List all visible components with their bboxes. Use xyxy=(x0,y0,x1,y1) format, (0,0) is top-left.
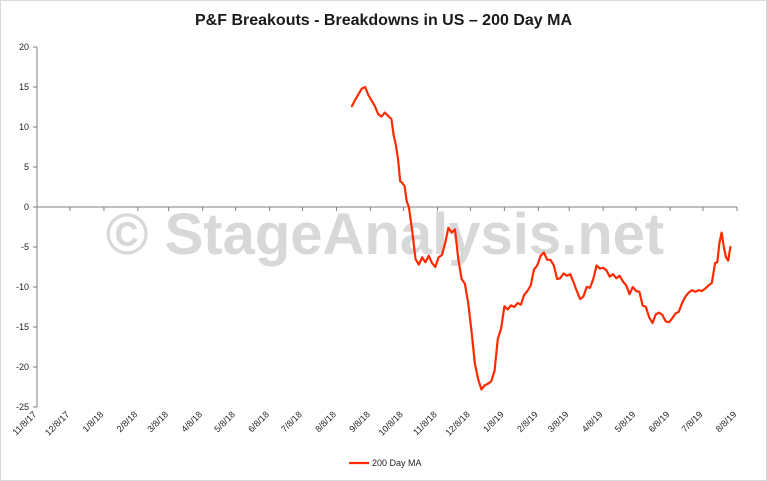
x-tick-label: 5/8/19 xyxy=(613,409,638,434)
x-tick-label: 1/8/19 xyxy=(481,409,506,434)
series-layer xyxy=(350,85,732,391)
x-tick-label: 7/8/18 xyxy=(279,409,304,434)
x-tick-label: 8/8/18 xyxy=(313,409,338,434)
y-tick-label: 0 xyxy=(24,202,29,212)
watermark-text: © StageAnalysis.net xyxy=(106,202,664,267)
x-tick-label: 8/8/19 xyxy=(714,409,739,434)
legend-label: 200 Day MA xyxy=(372,458,422,468)
x-tick-label: 7/8/19 xyxy=(680,409,705,434)
series-line-200-day-ma xyxy=(350,85,732,391)
x-tick-label: 11/8/17 xyxy=(11,409,39,437)
x-tick-label: 12/8/17 xyxy=(43,409,71,437)
x-tick-label: 12/8/18 xyxy=(443,409,471,437)
x-tick-label: 4/8/19 xyxy=(580,409,605,434)
x-tick-label: 1/8/18 xyxy=(81,409,106,434)
y-tick-label: -15 xyxy=(16,322,29,332)
chart-title: P&F Breakouts - Breakdowns in US – 200 D… xyxy=(195,12,572,29)
x-tick-label: 9/8/18 xyxy=(347,409,372,434)
x-tick-label: 2/8/19 xyxy=(515,409,540,434)
y-tick-label: -5 xyxy=(21,242,29,252)
x-tick-label: 4/8/18 xyxy=(179,409,204,434)
y-axis-ticks: 20 15 10 5 0 -5 -10 -15 -20 -25 xyxy=(16,42,37,412)
y-tick-label: -25 xyxy=(16,402,29,412)
x-tick-label: 3/8/18 xyxy=(145,409,170,434)
y-tick-label: 20 xyxy=(19,42,29,52)
x-tick-label: 6/8/19 xyxy=(647,409,672,434)
x-tick-label: 3/8/19 xyxy=(546,409,571,434)
y-tick-label: -10 xyxy=(16,282,29,292)
x-tick-label: 2/8/18 xyxy=(115,409,140,434)
x-tick-label: 11/8/18 xyxy=(411,409,439,437)
x-tick-label: 10/8/18 xyxy=(377,409,405,437)
x-tick-label: 6/8/18 xyxy=(246,409,271,434)
y-tick-label: -20 xyxy=(16,362,29,372)
y-tick-label: 5 xyxy=(24,162,29,172)
legend: 200 Day MA xyxy=(349,458,422,468)
axes xyxy=(36,47,737,407)
y-tick-label: 10 xyxy=(19,122,29,132)
y-tick-label: 15 xyxy=(19,82,29,92)
x-tick-label: 5/8/18 xyxy=(212,409,237,434)
